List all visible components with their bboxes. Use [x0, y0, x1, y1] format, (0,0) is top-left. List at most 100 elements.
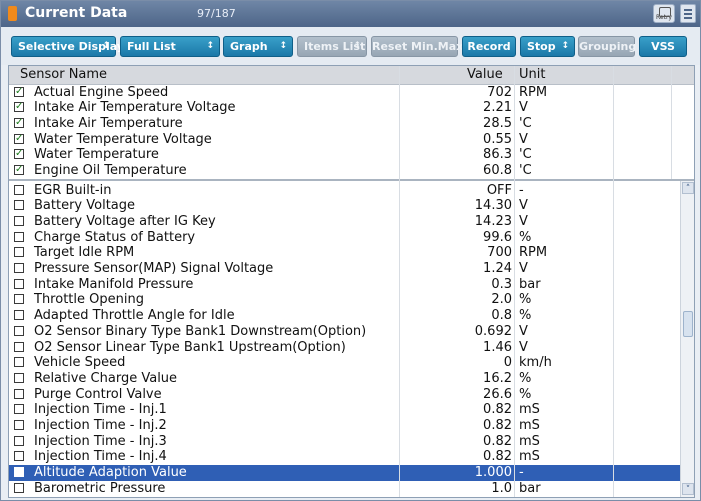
row-checkbox[interactable]	[14, 310, 24, 321]
sensor-name: Intake Manifold Pressure	[34, 276, 194, 292]
row-checkbox[interactable]	[14, 325, 24, 336]
row-checkbox[interactable]	[14, 357, 24, 368]
header-sensor-name[interactable]: Sensor Name	[20, 67, 108, 82]
row-checkbox[interactable]	[14, 247, 24, 258]
table-row[interactable]: ✓ Engine Oil Temperature 60.8 'C	[9, 163, 694, 179]
row-checkbox[interactable]	[14, 294, 24, 305]
table-row[interactable]: Relative Charge Value 16.2%	[9, 371, 694, 387]
table-row[interactable]: Pressure Sensor(MAP) Signal Voltage 1.24 V	[9, 261, 694, 277]
row-checkbox[interactable]	[14, 215, 24, 226]
table-row[interactable]: Adapted Throttle Angle for Idle 0.8%	[9, 308, 694, 324]
table-row[interactable]: Injection Time - Inj.2 0.82 mS	[9, 418, 694, 434]
scroll-down-button[interactable]: ˅	[682, 483, 694, 495]
sensor-unit: bar	[519, 480, 541, 496]
row-checkbox[interactable]	[14, 341, 24, 352]
toolbar-button-stop[interactable]: Stop ↕	[520, 36, 575, 57]
retry-button[interactable]: Retry	[653, 4, 675, 23]
sensor-value: 99.6	[483, 229, 512, 245]
sensor-unit: RPM	[519, 84, 548, 100]
row-checkbox[interactable]	[14, 184, 24, 195]
table-row[interactable]: Intake Manifold Pressure 0.3 bar	[9, 277, 694, 293]
table-row[interactable]: Throttle Opening 2.0%	[9, 292, 694, 308]
table-row[interactable]: EGR Built-in OFF -	[9, 183, 694, 199]
sensor-value: 1.46	[483, 339, 512, 355]
sensor-unit: %	[519, 370, 532, 386]
table-row[interactable]: ✓ Water Temperature 86.3 'C	[9, 147, 694, 163]
toolbar-button-full-list[interactable]: Full List ↕	[120, 36, 220, 57]
sensor-value: 0.82	[483, 433, 512, 449]
row-checkbox[interactable]	[14, 467, 24, 478]
table-row[interactable]: Injection Time - Inj.4 0.82 mS	[9, 449, 694, 465]
sensor-unit: 'C	[519, 163, 532, 178]
row-checkbox[interactable]	[14, 388, 24, 399]
table-row[interactable]: Injection Time - Inj.3 0.82 mS	[9, 434, 694, 450]
row-checkbox[interactable]	[14, 200, 24, 211]
toolbar-button-record[interactable]: Record	[462, 36, 516, 57]
sensor-name: Actual Engine Speed	[34, 84, 169, 100]
table-row[interactable]: ✓ Intake Air Temperature Voltage 2.21 V	[9, 100, 694, 116]
row-checkbox[interactable]	[14, 263, 24, 273]
retry-label: Retry	[656, 14, 672, 21]
sensor-unit: km/h	[519, 355, 552, 371]
row-checkbox[interactable]: ✓	[14, 164, 24, 175]
vertical-scrollbar[interactable]: ˄ ˅	[680, 181, 694, 497]
row-checkbox[interactable]: ✓	[14, 116, 24, 128]
toolbar-button-label: VSS	[651, 40, 675, 53]
toolbar-button-reset-min-max[interactable]: Reset Min.Max	[371, 36, 463, 57]
header-value[interactable]: Value	[467, 67, 503, 82]
sensor-name: Injection Time - Inj.4	[34, 449, 167, 465]
table-row[interactable]: Battery Voltage 14.30 V	[9, 198, 694, 214]
scroll-thumb[interactable]	[683, 311, 693, 337]
table-row[interactable]: ✓ Water Temperature Voltage 0.55 V	[9, 132, 694, 148]
sensor-value: 0.82	[483, 418, 512, 433]
table-row[interactable]: ✓ Actual Engine Speed 702 RPM	[9, 85, 694, 101]
sensor-name: Altitude Adaption Value	[34, 465, 187, 481]
sensor-name: Target Idle RPM	[34, 245, 135, 261]
toolbar-button-grouping[interactable]: Grouping	[578, 36, 636, 57]
row-checkbox[interactable]: ✓	[14, 101, 24, 113]
table-row[interactable]: Barometric Pressure 1.0 bar	[9, 481, 694, 497]
table-row[interactable]: Purge Control Valve 26.6%	[9, 387, 694, 403]
sensor-name: Injection Time - Inj.1	[34, 402, 167, 418]
sensor-unit: mS	[519, 418, 540, 433]
toolbar-button-vss[interactable]: VSS	[639, 36, 687, 57]
menu-button[interactable]	[680, 4, 696, 23]
sensor-value: 0.82	[483, 402, 512, 418]
row-checkbox[interactable]	[14, 231, 24, 242]
table-row[interactable]: Vehicle Speed 0 km/h	[9, 355, 694, 371]
sensor-unit: V	[519, 131, 528, 147]
toolbar-button-selective-display[interactable]: Selective Display ↕	[11, 36, 124, 57]
row-checkbox[interactable]: ✓	[14, 148, 24, 160]
table-row[interactable]: Altitude Adaption Value 1.000-	[9, 465, 694, 481]
sort-arrows-icon: ↕	[279, 41, 287, 51]
row-checkbox[interactable]	[14, 435, 24, 446]
sensor-unit: -	[519, 182, 524, 198]
toolbar-button-graph[interactable]: Graph ↕	[223, 36, 293, 57]
header-unit[interactable]: Unit	[519, 67, 546, 82]
sensor-name: Intake Air Temperature	[34, 115, 183, 131]
row-checkbox[interactable]: ✓	[14, 85, 24, 97]
sensor-unit: mS	[519, 433, 540, 449]
table-row[interactable]: Charge Status of Battery 99.6%	[9, 230, 694, 246]
sensor-value: 16.2	[483, 370, 512, 386]
toolbar-button-items-list[interactable]: Items List ↕	[297, 36, 367, 57]
row-checkbox[interactable]: ✓	[14, 132, 24, 144]
row-checkbox[interactable]	[14, 278, 24, 289]
retry-icon	[659, 7, 671, 17]
table-row[interactable]: Battery Voltage after IG Key 14.23 V	[9, 214, 694, 230]
table-row[interactable]: Target Idle RPM 700 RPM	[9, 245, 694, 261]
table-row[interactable]: O2 Sensor Binary Type Bank1 Downstream(O…	[9, 324, 694, 340]
table-row[interactable]: O2 Sensor Linear Type Bank1 Upstream(Opt…	[9, 340, 694, 356]
sensor-name: O2 Sensor Linear Type Bank1 Upstream(Opt…	[34, 339, 346, 355]
sensor-name: Charge Status of Battery	[34, 229, 196, 245]
table-row[interactable]: ✓ Intake Air Temperature 28.5 'C	[9, 116, 694, 132]
menu-icon	[684, 9, 692, 11]
row-checkbox[interactable]	[14, 420, 24, 430]
row-checkbox[interactable]	[14, 372, 24, 383]
row-checkbox[interactable]	[14, 482, 24, 493]
row-checkbox[interactable]	[14, 404, 24, 415]
scroll-up-button[interactable]: ˄	[682, 182, 694, 194]
row-checkbox[interactable]	[14, 451, 24, 462]
table-row[interactable]: Injection Time - Inj.1 0.82 mS	[9, 402, 694, 418]
sensor-value: 26.6	[483, 386, 512, 402]
